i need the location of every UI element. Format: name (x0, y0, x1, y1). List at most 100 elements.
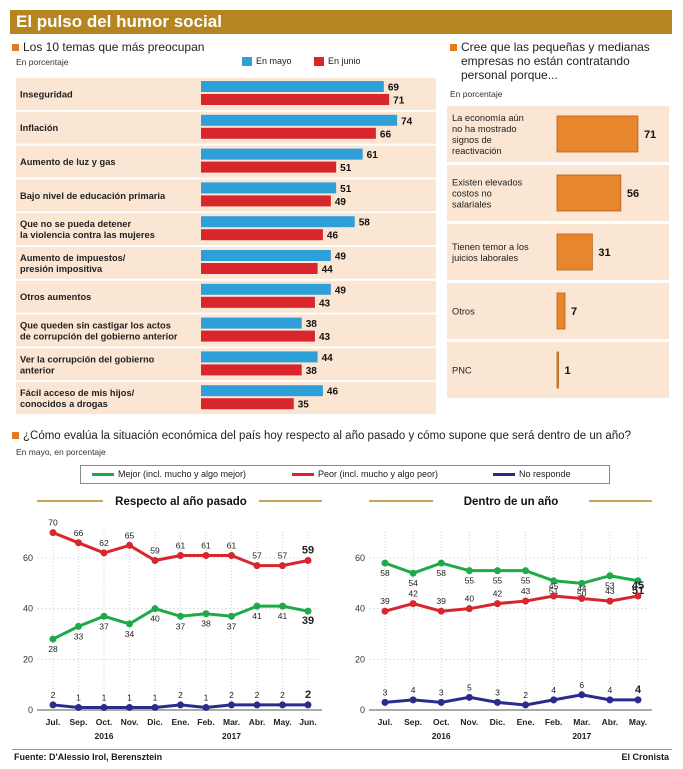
series-point (100, 612, 108, 620)
topic-bar-may (201, 216, 355, 228)
topic-value-label: 43 (319, 298, 331, 309)
legend-june: En junio (314, 56, 361, 67)
reason-label: salariales (452, 200, 492, 210)
series-point (578, 579, 586, 587)
data-label: 42 (493, 589, 503, 599)
topic-label: Aumento de impuestos/ (20, 253, 126, 263)
reason-label: La economía aún (452, 113, 524, 123)
series-point (304, 557, 312, 565)
topic-value-label: 49 (335, 252, 347, 263)
series-point (177, 612, 184, 620)
series-point (465, 605, 473, 613)
topic-value-label: 44 (322, 353, 334, 364)
x-tick-label: Dic. (147, 717, 163, 727)
series-point (202, 610, 210, 618)
data-label: 42 (408, 589, 418, 599)
data-label: 41 (278, 611, 288, 621)
series-point (578, 691, 586, 699)
series-point (100, 703, 108, 711)
topic-value-label: 46 (327, 231, 339, 242)
data-label: 50 (577, 588, 587, 598)
data-label: 2 (229, 690, 234, 700)
series-point (75, 622, 82, 630)
reason-value-label: 1 (565, 365, 571, 377)
data-label: 39 (436, 596, 446, 606)
topic-bar-may (201, 81, 384, 92)
data-label: 4 (635, 684, 642, 696)
x-tick-label: Dic. (490, 717, 506, 727)
series-point (606, 696, 614, 704)
data-label: 40 (465, 594, 475, 604)
series-point (279, 602, 286, 610)
series-point (493, 698, 501, 706)
data-label: 5 (467, 682, 472, 692)
series-point (550, 696, 558, 704)
series-point (550, 577, 558, 585)
series-point (75, 703, 82, 711)
x-tick-label: Oct. (433, 717, 450, 727)
data-label: 58 (380, 568, 390, 578)
series-point (634, 592, 642, 600)
x-tick-label: Nov. (460, 717, 478, 727)
series-point (550, 592, 558, 600)
reason-bar (556, 115, 639, 153)
data-label: 39 (302, 615, 314, 627)
x-tick-label: Sep. (404, 717, 422, 727)
legend-line-no-responde (493, 473, 515, 477)
data-label: 51 (549, 586, 559, 596)
reason-label: Tienen temor a los (452, 242, 529, 252)
data-label: 1 (204, 692, 209, 702)
topic-value-label: 61 (367, 150, 379, 161)
topic-label: de corrupción del gobierno anterior (20, 332, 178, 342)
reason-label: reactivación (452, 146, 502, 156)
series-point (634, 577, 642, 585)
topic-label: Fácil acceso de mis hijos/ (20, 388, 135, 398)
data-label: 33 (74, 631, 84, 641)
y-tick-label: 0 (360, 705, 365, 715)
x-tick-label: Ene. (517, 717, 535, 727)
series-point (126, 541, 133, 549)
series-point (151, 703, 159, 711)
data-label: 59 (150, 546, 160, 556)
pyme-subtitle: En porcentaje (450, 89, 503, 99)
year-label: 2017 (222, 731, 241, 741)
topic-value-label: 49 (335, 285, 347, 296)
topic-bar-may (201, 182, 337, 194)
data-label: 2 (178, 690, 183, 700)
series-line-0 (384, 561, 639, 585)
data-label: 45 (549, 581, 559, 591)
evaluation-title: ¿Cómo evalúa la situación económica del … (12, 430, 631, 442)
x-tick-label: Feb. (197, 717, 214, 727)
series-point (126, 703, 133, 711)
topic-value-label: 51 (340, 163, 352, 174)
series-point (202, 703, 210, 711)
topics-subtitle: En porcentaje (16, 57, 69, 67)
x-tick-label: Abr. (602, 717, 619, 727)
reason-label: juicios laborales (451, 253, 518, 263)
series-point (304, 607, 312, 615)
topic-value-label: 71 (393, 96, 405, 107)
data-label: 38 (201, 619, 211, 629)
topic-bar-june (201, 195, 331, 207)
topic-label: Que no se pueda detener (20, 219, 131, 229)
topic-label: conocidos a drogas (20, 399, 108, 409)
y-tick-label: 40 (355, 604, 365, 614)
reason-bar (556, 292, 566, 330)
series-line-1 (384, 594, 639, 613)
data-label: 54 (408, 578, 418, 588)
data-label: 37 (227, 621, 237, 631)
series-point (409, 696, 417, 704)
x-tick-label: May. (629, 717, 647, 727)
topic-bar-june (201, 330, 315, 342)
topic-bar-may (201, 385, 323, 397)
series-point (304, 701, 312, 709)
data-label: 43 (521, 586, 531, 596)
series-point (151, 557, 159, 565)
y-tick-label: 40 (23, 604, 33, 614)
page-title: El pulso del humor social (16, 12, 222, 31)
topic-label: Que queden sin castigar los actos (20, 321, 171, 331)
data-label: 55 (521, 576, 531, 586)
series-point (279, 562, 286, 570)
x-tick-label: Sep. (70, 717, 88, 727)
series-point (634, 696, 642, 704)
